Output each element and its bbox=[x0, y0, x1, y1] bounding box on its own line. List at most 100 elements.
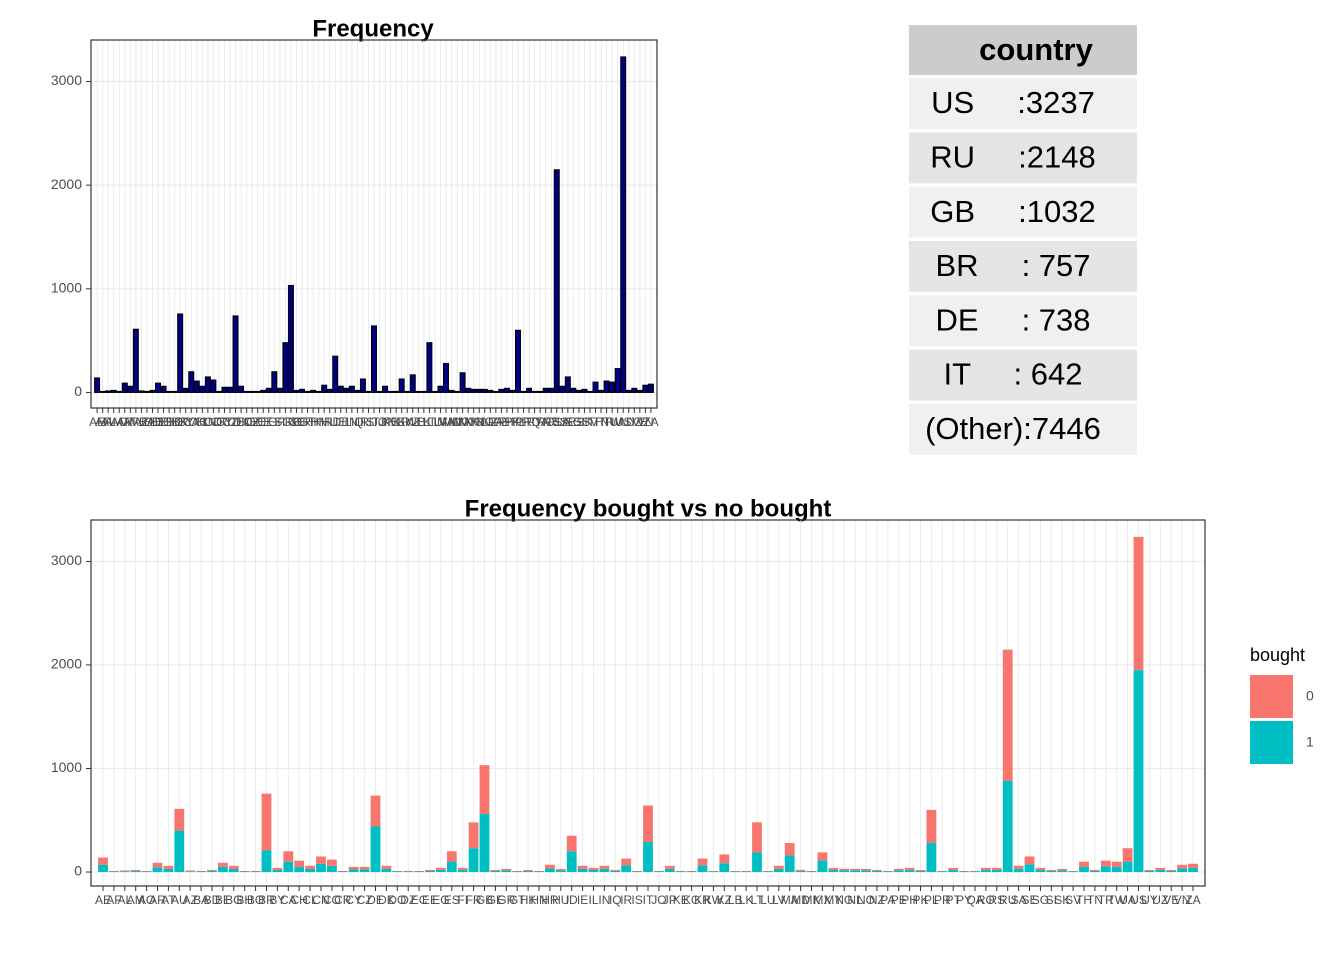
bar bbox=[509, 389, 516, 393]
bar bbox=[321, 384, 328, 393]
bar-segment bbox=[261, 793, 272, 851]
bar-segment bbox=[1068, 870, 1079, 872]
x-tick-label: BA bbox=[193, 893, 209, 907]
x-tick-label: IL bbox=[588, 893, 598, 907]
bar-segment bbox=[1155, 869, 1166, 873]
bar-segment bbox=[610, 870, 621, 873]
bar-segment bbox=[108, 871, 119, 873]
table-cell: DE : 738 bbox=[935, 302, 1090, 337]
bar bbox=[166, 390, 173, 393]
bar-segment bbox=[1090, 869, 1100, 871]
bar-segment bbox=[381, 865, 392, 869]
x-tick-label: EC bbox=[249, 415, 266, 429]
x-tick-label: CR bbox=[210, 415, 228, 429]
x-tick-label: AF bbox=[106, 893, 121, 907]
x-tick-label: CN bbox=[312, 893, 329, 907]
y-tick-label: 0 bbox=[74, 863, 82, 879]
bar-segment bbox=[217, 866, 228, 873]
x-tick-label: QA bbox=[531, 415, 548, 429]
x-tick-label: TR bbox=[599, 415, 615, 429]
bar bbox=[260, 389, 267, 393]
bar-segment bbox=[228, 865, 239, 869]
bar-segment bbox=[1177, 864, 1188, 869]
table-row-bg bbox=[909, 78, 1137, 129]
bar bbox=[155, 382, 162, 393]
x-tick-label: FR bbox=[277, 415, 293, 429]
x-tick-label: BG bbox=[225, 893, 242, 907]
bar bbox=[531, 390, 538, 393]
bar-segment bbox=[501, 870, 512, 873]
x-tick-label: AF bbox=[95, 415, 110, 429]
bar bbox=[459, 372, 466, 393]
bar-segment bbox=[882, 871, 893, 873]
x-tick-label: KE bbox=[383, 415, 399, 429]
x-tick-label: EC bbox=[411, 893, 428, 907]
x-tick-label: US bbox=[615, 415, 632, 429]
bar-segment bbox=[1100, 866, 1111, 873]
bar-segment bbox=[948, 869, 959, 873]
bar-segment bbox=[555, 870, 566, 873]
bar-segment bbox=[632, 871, 643, 873]
bar bbox=[642, 384, 649, 393]
bar bbox=[548, 387, 555, 393]
x-tick-label: BA bbox=[139, 415, 155, 429]
x-tick-label: LB bbox=[728, 893, 743, 907]
y-tick-label: 1000 bbox=[51, 279, 82, 295]
bar-segment bbox=[479, 765, 490, 815]
x-tick-label: UA bbox=[1119, 893, 1136, 907]
bar-segment bbox=[577, 865, 588, 869]
bar-segment bbox=[1079, 866, 1089, 873]
bar bbox=[249, 390, 256, 393]
bar-segment bbox=[566, 835, 577, 852]
x-tick-label: GT bbox=[299, 415, 316, 429]
bar-segment bbox=[893, 868, 904, 871]
bar bbox=[365, 390, 372, 393]
x-tick-label: RS bbox=[543, 415, 560, 429]
bar bbox=[210, 379, 217, 393]
bar-segment bbox=[817, 860, 828, 873]
x-tick-label: AR bbox=[116, 415, 133, 429]
x-tick-label: HR bbox=[315, 415, 333, 429]
bar bbox=[121, 382, 128, 393]
x-tick-label: PT bbox=[946, 893, 962, 907]
bar-segment bbox=[1133, 670, 1144, 873]
x-tick-label: CZ bbox=[222, 415, 238, 429]
bar bbox=[515, 329, 521, 393]
bar bbox=[116, 390, 123, 393]
bar-segment bbox=[185, 870, 196, 872]
x-tick-label: KW bbox=[398, 415, 418, 429]
bar-segment bbox=[130, 869, 141, 871]
x-tick-label: MY bbox=[459, 415, 477, 429]
bar-segment bbox=[316, 856, 326, 864]
x-tick-label: BY bbox=[178, 415, 194, 429]
bar-segment bbox=[1177, 868, 1188, 873]
table-cell: IT : 642 bbox=[943, 357, 1082, 392]
x-tick-label: EG bbox=[260, 415, 277, 429]
bar-segment bbox=[1035, 869, 1046, 873]
legend-label: 1 bbox=[1306, 734, 1314, 750]
bar-segment bbox=[217, 862, 228, 867]
bar-segment bbox=[196, 871, 206, 873]
bar bbox=[575, 389, 582, 393]
bar bbox=[559, 385, 566, 393]
x-tick-label: UY bbox=[620, 415, 637, 429]
x-tick-label: LU bbox=[427, 415, 442, 429]
bar bbox=[625, 389, 632, 393]
bar-segment bbox=[871, 869, 882, 871]
x-tick-label: VN bbox=[637, 415, 654, 429]
table-cell: BR : 757 bbox=[935, 248, 1090, 283]
bar bbox=[603, 380, 610, 393]
bar-segment bbox=[98, 864, 108, 873]
bar-segment bbox=[250, 871, 261, 873]
plot-border bbox=[90, 519, 1206, 887]
bar-segment bbox=[686, 870, 697, 872]
bar-segment bbox=[773, 868, 784, 873]
x-tick-label: LV bbox=[772, 893, 786, 907]
bar bbox=[581, 388, 588, 393]
x-tick-label: DK bbox=[233, 415, 250, 429]
x-tick-label: KR bbox=[393, 415, 410, 429]
bar bbox=[371, 325, 377, 393]
x-tick-label: PT bbox=[521, 415, 537, 429]
bar-segment bbox=[697, 858, 708, 866]
